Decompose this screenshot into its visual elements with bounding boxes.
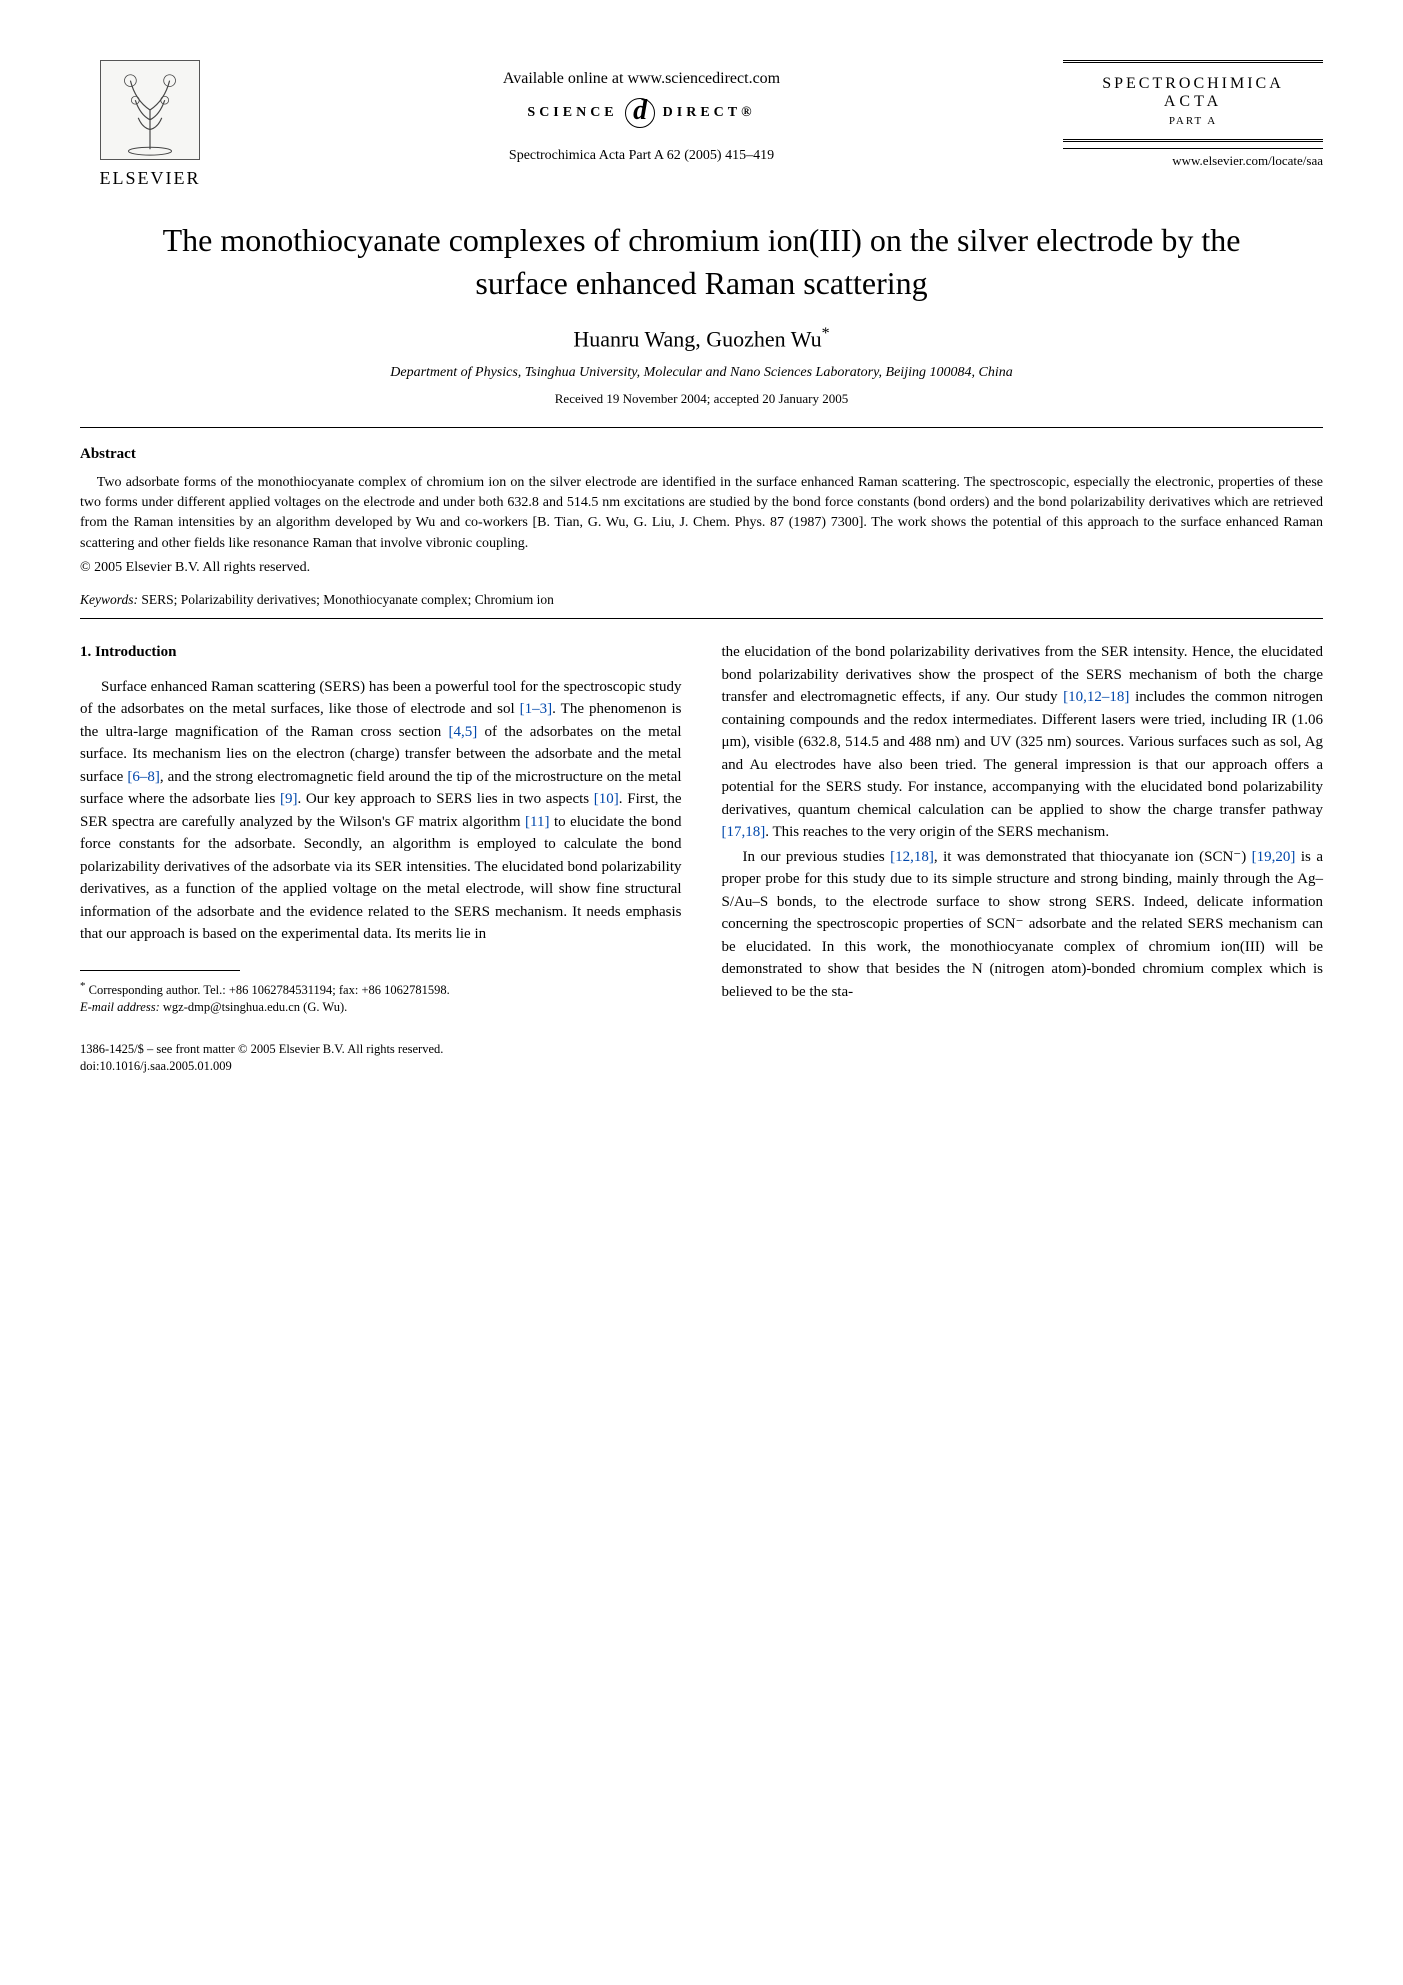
text-run: In our previous studies: [743, 849, 891, 865]
journal-url: www.elsevier.com/locate/saa: [1063, 153, 1323, 169]
authors-line: Huanru Wang, Guozhen Wu*: [80, 325, 1323, 352]
author-names: Huanru Wang, Guozhen Wu: [573, 327, 821, 352]
citation-link[interactable]: [4,5]: [448, 724, 477, 740]
abstract-text: Two adsorbate forms of the monothiocyana…: [80, 473, 1323, 554]
text-run: , it was demonstrated that thiocyanate i…: [934, 849, 1252, 865]
available-online-text: Available online at www.sciencedirect.co…: [220, 70, 1063, 88]
article-title: The monothiocyanate complexes of chromiu…: [140, 219, 1263, 305]
footnote-email-label: E-mail address:: [80, 1000, 160, 1014]
citation-link[interactable]: [10,12–18]: [1063, 689, 1129, 705]
elsevier-tree-icon: [100, 60, 200, 160]
journal-name-2: ACTA: [1067, 93, 1319, 111]
keywords-line: Keywords: SERS; Polarizability derivativ…: [80, 592, 1323, 608]
rule-above-abstract: [80, 427, 1323, 428]
text-run: . Our key approach to SERS lies in two a…: [297, 791, 593, 807]
journal-part: PART A: [1067, 115, 1319, 127]
footnote-email: wgz-dmp@tsinghua.edu.cn (G. Wu).: [160, 1000, 347, 1014]
abstract-copyright: © 2005 Elsevier B.V. All rights reserved…: [80, 558, 1323, 578]
citation-link[interactable]: [12,18]: [890, 849, 934, 865]
abstract-heading: Abstract: [80, 446, 1323, 463]
science-direct-d-icon: d: [625, 98, 655, 128]
text-run: is a proper probe for this study due to …: [722, 849, 1324, 1000]
keywords-text: SERS; Polarizability derivatives; Monoth…: [138, 592, 554, 607]
intro-para-left: Surface enhanced Raman scattering (SERS)…: [80, 676, 682, 946]
journal-title-box: SPECTROCHIMICA ACTA PART A: [1063, 60, 1323, 142]
affiliation: Department of Physics, Tsinghua Universi…: [80, 365, 1323, 381]
intro-para-right-2: In our previous studies [12,18], it was …: [722, 846, 1324, 1004]
citation-link[interactable]: [6–8]: [127, 769, 160, 785]
citation-link[interactable]: [1–3]: [520, 701, 553, 717]
citation-link[interactable]: [17,18]: [722, 824, 766, 840]
footmatter-doi: doi:10.1016/j.saa.2005.01.009: [80, 1058, 682, 1076]
right-column: the elucidation of the bond polarizabili…: [722, 641, 1324, 1076]
sd-suffix: DIRECT®: [663, 105, 756, 120]
text-run: to elucidate the bond force constants fo…: [80, 814, 682, 943]
citation-link[interactable]: [19,20]: [1252, 849, 1296, 865]
publisher-block: ELSEVIER: [80, 60, 220, 189]
article-dates: Received 19 November 2004; accepted 20 J…: [80, 391, 1323, 407]
footnote-corr-text: Corresponding author. Tel.: +86 10627845…: [89, 983, 450, 997]
divider-icon: [1063, 148, 1323, 149]
front-matter-footer: 1386-1425/$ – see front matter © 2005 El…: [80, 1041, 682, 1076]
abstract-body: Two adsorbate forms of the monothiocyana…: [80, 473, 1323, 578]
journal-name-1: SPECTROCHIMICA: [1067, 75, 1319, 93]
footmatter-line1: 1386-1425/$ – see front matter © 2005 El…: [80, 1041, 682, 1059]
science-direct-logo: SCIENCE d DIRECT®: [220, 98, 1063, 128]
corresponding-footnote: * Corresponding author. Tel.: +86 106278…: [80, 979, 682, 1017]
rule-below-keywords: [80, 618, 1323, 619]
citation-link[interactable]: [9]: [280, 791, 298, 807]
header-center: Available online at www.sciencedirect.co…: [220, 60, 1063, 164]
journal-reference: Spectrochimica Acta Part A 62 (2005) 415…: [220, 148, 1063, 164]
section-1-heading: 1. Introduction: [80, 641, 682, 664]
body-columns: 1. Introduction Surface enhanced Raman s…: [80, 641, 1323, 1076]
citation-link[interactable]: [11]: [525, 814, 549, 830]
footnote-separator: [80, 970, 240, 971]
footnote-star-icon: *: [80, 980, 86, 992]
publisher-name: ELSEVIER: [80, 168, 220, 189]
journal-box-wrap: SPECTROCHIMICA ACTA PART A www.elsevier.…: [1063, 60, 1323, 169]
corresponding-star-icon: *: [822, 325, 830, 342]
left-column: 1. Introduction Surface enhanced Raman s…: [80, 641, 682, 1076]
citation-link[interactable]: [10]: [594, 791, 619, 807]
sd-prefix: SCIENCE: [527, 105, 617, 120]
text-run: includes the common nitrogen containing …: [722, 689, 1324, 818]
keywords-label: Keywords:: [80, 592, 138, 607]
text-run: . This reaches to the very origin of the…: [765, 824, 1109, 840]
intro-para-right-1: the elucidation of the bond polarizabili…: [722, 641, 1324, 844]
page-header: ELSEVIER Available online at www.science…: [80, 60, 1323, 189]
